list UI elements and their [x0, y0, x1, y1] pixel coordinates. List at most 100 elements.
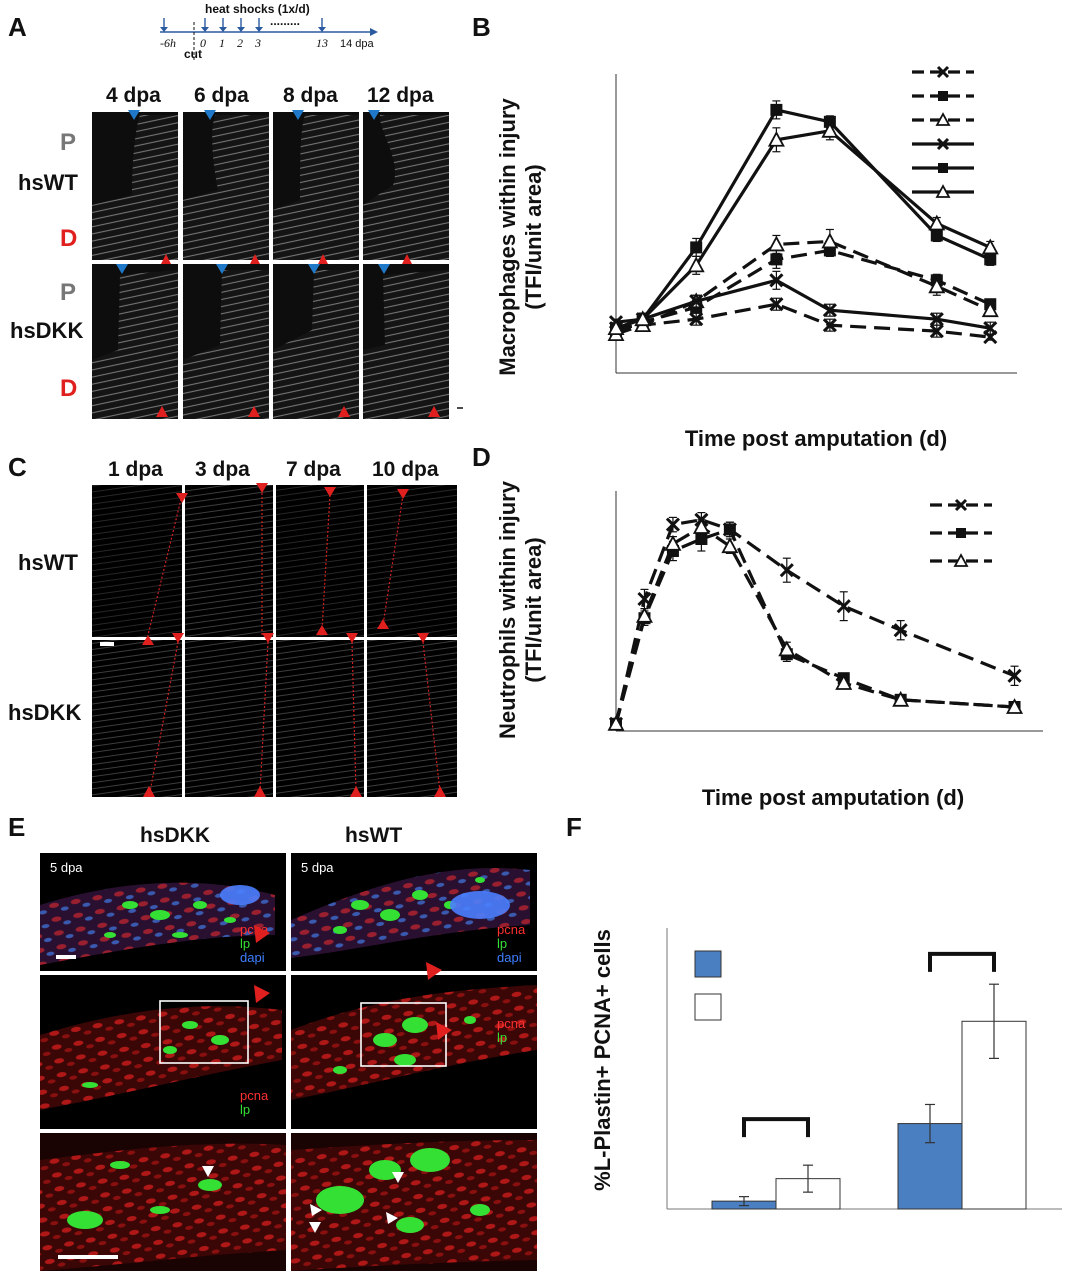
legend-marker: [935, 112, 951, 126]
panel-e-micrographs: hsDKK hsWT: [40, 824, 537, 1271]
panel-c-row-header: hsWT: [18, 550, 78, 575]
panel-a-row-header: hsWT: [18, 170, 78, 195]
legend-marker: [936, 65, 950, 79]
data-point: [769, 273, 784, 288]
timeline-tick-4: 3: [254, 36, 261, 50]
chart-b-ylabel-line1: Macrophages within injury: [495, 97, 520, 375]
timeline-tick-1: 0: [200, 36, 206, 50]
data-point: [1007, 668, 1022, 683]
data-point: [778, 640, 796, 657]
channel-label-lp: lp: [497, 1030, 507, 1045]
panel-e-col-header: hsWT: [345, 824, 402, 847]
data-point: [779, 563, 794, 578]
data-point: [984, 253, 997, 266]
legend-marker: [953, 553, 969, 567]
chart-b-ylabel-line2: (TFI/unit area): [521, 164, 546, 309]
panel-c-col-header: 1 dpa: [108, 458, 163, 481]
data-point: [929, 312, 944, 327]
timeline-header: heat shocks (1x/d): [205, 2, 310, 16]
channel-label-lp: lp: [240, 1102, 250, 1117]
data-point: [607, 319, 625, 336]
panel-c-row-header: hsDKK: [8, 700, 81, 725]
data-point: [981, 238, 999, 255]
channel-label-dapi: dapi: [497, 950, 522, 965]
data-point: [770, 103, 783, 116]
chart-d-ylabel-line1: Neutrophils within injury: [495, 480, 520, 739]
panel-e-dpa-label: 5 dpa: [50, 860, 83, 875]
legend-marker: [938, 91, 948, 101]
data-point: [929, 324, 944, 339]
chart-d-ylabel-line2: (TFI/unit area): [521, 537, 546, 682]
panel-label-a: A: [8, 12, 27, 42]
chart-b-macrophages: Macrophages within injury (TFI/unit area…: [495, 65, 1017, 451]
panel-e-dpa-label: 5 dpa: [301, 860, 334, 875]
data-point: [692, 518, 710, 534]
panel-a-distal-label: D: [60, 375, 77, 402]
series-line: [614, 527, 1015, 725]
svg-text:.........: .........: [270, 14, 300, 28]
panel-c-micrographs: 1 dpa 3 dpa 7 dpa 10 dpa hsWT hsDKK: [8, 458, 457, 797]
data-point: [836, 599, 851, 614]
heat-shock-timeline: heat shocks (1x/d) ......... -6h 0 1 2 3…: [160, 2, 378, 61]
channel-label-lp: lp: [497, 936, 507, 951]
legend-marker: [954, 498, 968, 512]
data-point: [981, 301, 999, 318]
chart-d-neutrophils: Neutrophils within injury (TFI/unit area…: [495, 480, 1043, 810]
legend-swatch: [694, 950, 722, 978]
data-point: [769, 297, 784, 312]
panel-a-proximal-label: P: [60, 129, 76, 156]
panel-label-d: D: [472, 442, 491, 472]
data-point: [821, 232, 839, 249]
timeline-tick-5: 13: [316, 36, 328, 50]
data-point: [695, 533, 708, 545]
panel-a-col-header: 6 dpa: [194, 84, 249, 107]
data-point: [635, 606, 653, 623]
timeline-tick-3: 2: [237, 36, 243, 50]
chart-b-xlabel: Time post amputation (d): [685, 426, 947, 451]
significance-bracket: [928, 951, 996, 972]
legend-marker: [938, 163, 948, 173]
timeline-cut: cut: [184, 47, 202, 61]
panel-a-col-header: 12 dpa: [367, 84, 434, 107]
data-point: [928, 277, 946, 294]
panel-a-distal-label: D: [60, 225, 77, 252]
data-point: [723, 523, 736, 536]
channel-label-pcna: pcna: [497, 922, 526, 937]
data-point: [664, 534, 682, 551]
channel-label-dapi: dapi: [240, 950, 265, 965]
data-point: [607, 714, 625, 731]
data-point: [770, 253, 783, 266]
data-point: [835, 674, 853, 690]
panel-label-e: E: [8, 812, 25, 842]
data-point: [930, 229, 943, 242]
channel-label-pcna: pcna: [497, 1016, 526, 1031]
panel-c-col-header: 10 dpa: [372, 458, 439, 481]
data-point: [689, 312, 704, 327]
chart-f-bar: %L-Plastin+ PCNA+ cells: [590, 928, 1062, 1210]
data-point: [767, 130, 785, 147]
legend-marker: [956, 528, 966, 538]
data-point: [893, 623, 908, 638]
panel-a-proximal-label: P: [60, 279, 76, 306]
series-line: [614, 525, 1015, 725]
data-point: [822, 318, 837, 333]
panel-e-col-header: hsDKK: [140, 824, 210, 847]
data-point: [721, 537, 739, 554]
data-point: [665, 517, 680, 532]
panel-a-col-header: 8 dpa: [283, 84, 338, 107]
data-point: [928, 214, 946, 231]
legend-swatch: [694, 993, 722, 1021]
timeline-tick-2: 1: [219, 36, 225, 50]
legend-marker: [936, 137, 950, 151]
data-point: [1006, 698, 1024, 714]
panel-c-col-header: 7 dpa: [286, 458, 341, 481]
panel-c-col-header: 3 dpa: [195, 458, 250, 481]
panel-label-f: F: [566, 812, 582, 842]
chart-d-xlabel: Time post amputation (d): [702, 785, 964, 810]
channel-label-pcna: pcna: [240, 1088, 269, 1103]
data-point: [821, 121, 839, 138]
data-point: [690, 241, 703, 254]
timeline-tick-0: -6h: [160, 36, 176, 50]
panel-label-b: B: [472, 12, 491, 42]
data-point: [689, 294, 704, 309]
